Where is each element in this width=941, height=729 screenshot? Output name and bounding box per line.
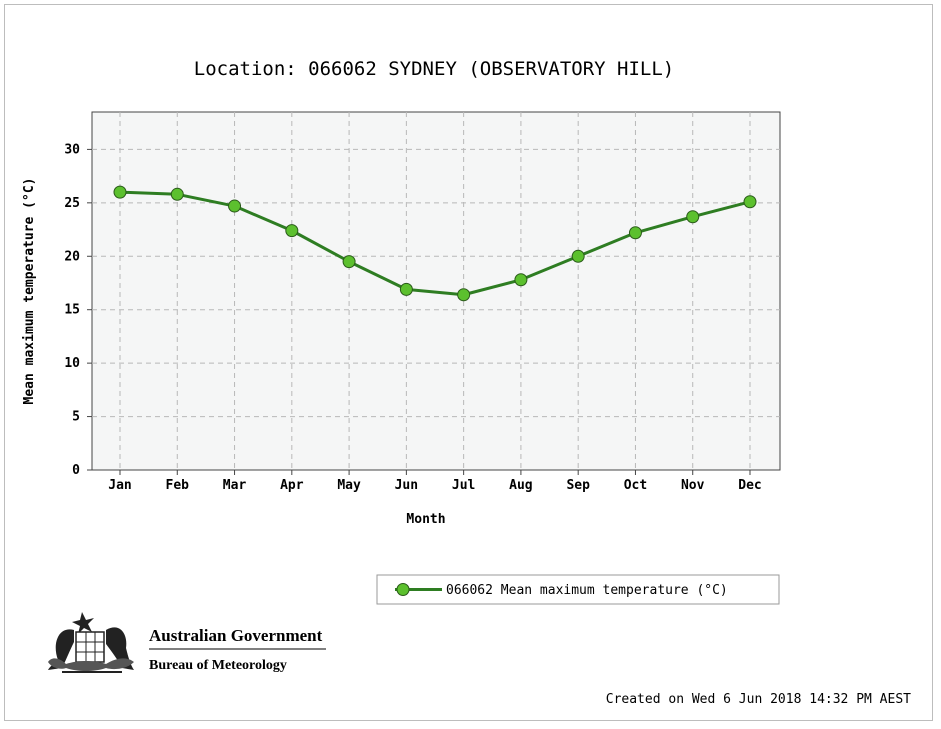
legend-marker bbox=[396, 583, 410, 596]
x-axis-ticks: Jan Feb Mar Apr May Jun Jul Aug Sep Oct Nov Dec bbox=[108, 470, 762, 493]
y-tick-label: 25 bbox=[64, 196, 80, 211]
y-tick-label: 15 bbox=[64, 303, 80, 318]
y-tick-label: 5 bbox=[72, 410, 80, 425]
y-tick-label: 0 bbox=[72, 463, 80, 478]
x-tick-label: Nov bbox=[681, 478, 705, 493]
x-tick-label: Mar bbox=[223, 478, 247, 493]
coat-of-arms-icon bbox=[48, 612, 134, 673]
x-tick-label: Jul bbox=[452, 478, 475, 493]
y-axis-ticks: 0 5 10 15 20 25 30 bbox=[64, 142, 92, 478]
y-tick-label: 20 bbox=[64, 249, 80, 264]
y-tick-label: 30 bbox=[64, 142, 80, 157]
data-point bbox=[113, 185, 127, 199]
x-tick-label: Sep bbox=[566, 478, 590, 493]
data-point bbox=[514, 273, 528, 287]
data-point bbox=[342, 255, 356, 269]
data-point bbox=[170, 187, 184, 201]
x-tick-label: Jan bbox=[108, 478, 131, 493]
logo-line2: Bureau of Meteorology bbox=[149, 658, 287, 673]
chart-title: Location: 066062 SYDNEY (OBSERVATORY HIL… bbox=[194, 58, 674, 80]
created-timestamp: Created on Wed 6 Jun 2018 14:32 PM AEST bbox=[606, 692, 911, 707]
logo-line1: Australian Government bbox=[149, 626, 323, 645]
data-point bbox=[399, 282, 413, 296]
data-point bbox=[228, 199, 242, 213]
series-line bbox=[119, 190, 751, 297]
x-tick-label: Apr bbox=[280, 478, 304, 493]
data-point bbox=[628, 226, 642, 240]
x-tick-label: May bbox=[337, 478, 361, 493]
x-tick-label: Oct bbox=[624, 478, 647, 493]
legend-box bbox=[376, 574, 780, 605]
x-tick-label: Aug bbox=[509, 478, 532, 493]
data-point bbox=[571, 249, 585, 263]
data-point bbox=[285, 224, 299, 238]
data-point bbox=[686, 210, 700, 224]
legend: 066062 Mean maximum temperature (°C) bbox=[376, 574, 780, 605]
legend-label: 066062 Mean maximum temperature (°C) bbox=[446, 583, 728, 598]
x-tick-label: Feb bbox=[166, 478, 190, 493]
data-point bbox=[457, 288, 471, 302]
y-axis-label: Mean maximum temperature (°C) bbox=[22, 178, 37, 405]
data-point bbox=[743, 195, 757, 209]
series-layer bbox=[113, 185, 757, 302]
x-axis-label: Month bbox=[406, 512, 445, 527]
grid-lines bbox=[92, 112, 780, 470]
x-tick-label: Dec bbox=[738, 478, 761, 493]
x-tick-label: Jun bbox=[395, 478, 418, 493]
y-tick-label: 10 bbox=[64, 356, 80, 371]
